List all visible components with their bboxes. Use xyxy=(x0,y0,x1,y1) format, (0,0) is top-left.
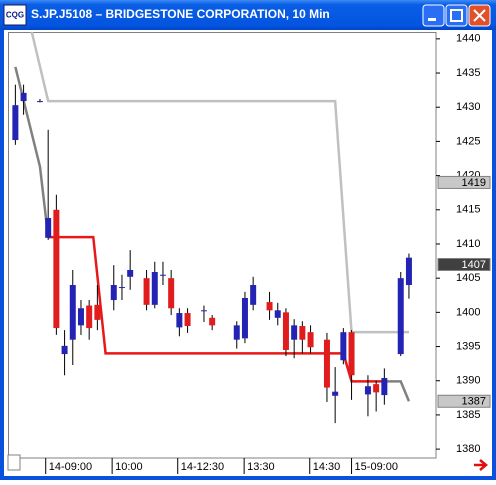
price-marker xyxy=(437,394,491,408)
candle-body xyxy=(364,386,371,395)
candle-body xyxy=(86,305,93,329)
candle-body xyxy=(110,285,117,301)
corner-box[interactable] xyxy=(7,454,21,471)
candle-body xyxy=(53,209,60,329)
candle-body xyxy=(143,278,150,305)
candle-body xyxy=(127,269,134,277)
candle-body xyxy=(77,308,84,326)
app-icon xyxy=(3,4,27,26)
maximize-button[interactable] xyxy=(445,4,468,27)
indicator-line xyxy=(48,235,385,383)
candle-body xyxy=(20,92,27,102)
candle-body xyxy=(200,310,207,312)
candle-body xyxy=(307,332,314,348)
y-tick-label: 1440 xyxy=(456,33,480,45)
app-icon-text: CQG xyxy=(6,11,24,20)
indicator-line xyxy=(384,380,411,402)
candle-body xyxy=(168,278,175,309)
indicator-line xyxy=(30,31,409,334)
scroll-arrow[interactable] xyxy=(474,459,488,471)
price-marker xyxy=(437,257,491,271)
candle-body xyxy=(209,317,216,326)
y-tick-label: 1405 xyxy=(456,272,480,284)
price-marker xyxy=(437,175,491,189)
y-tick-label: 1395 xyxy=(456,340,480,352)
candle-body xyxy=(184,313,191,327)
y-tick-label: 1425 xyxy=(456,135,480,147)
title-bar xyxy=(0,0,496,30)
price-marker-label: 1387 xyxy=(462,396,486,408)
candle-body xyxy=(282,312,289,350)
candle-body xyxy=(176,313,183,328)
candle-body xyxy=(45,217,52,238)
candle-body xyxy=(291,325,298,340)
x-tick-label: 14-12:30 xyxy=(181,461,224,473)
candle-body xyxy=(323,339,330,388)
candle-body xyxy=(332,391,339,396)
candle-body xyxy=(397,278,404,355)
candle-body xyxy=(405,257,412,286)
candle-body xyxy=(233,325,240,340)
candle-body xyxy=(340,332,347,361)
minimize-button[interactable] xyxy=(422,4,445,27)
x-tick-label: 14-09:00 xyxy=(49,461,92,473)
candle-body xyxy=(94,304,101,320)
candle-body xyxy=(118,287,125,289)
y-tick-label: 1415 xyxy=(456,204,480,216)
candle-body xyxy=(151,272,158,305)
y-tick-label: 1380 xyxy=(456,443,480,455)
candle-body xyxy=(250,285,257,305)
candle-body xyxy=(69,285,76,340)
indicator-line xyxy=(14,66,50,238)
candle-body xyxy=(274,310,281,318)
y-tick-label: 1390 xyxy=(456,375,480,387)
candle-body xyxy=(266,302,273,311)
window-title: S.JP.J5108 – BRIDGESTONE CORPORATION, 10… xyxy=(31,7,330,21)
plot-area xyxy=(8,32,437,459)
candle-body xyxy=(61,345,68,355)
y-tick-label: 1400 xyxy=(456,306,480,318)
y-tick-label: 1410 xyxy=(456,238,480,250)
candle-body xyxy=(159,274,166,276)
x-tick-label: 13:30 xyxy=(247,461,275,473)
price-marker-label: 1419 xyxy=(462,177,486,189)
x-tick-label: 10:00 xyxy=(115,461,143,473)
price-marker-label: 1407 xyxy=(462,259,486,271)
candle-body xyxy=(348,332,355,376)
close-button[interactable] xyxy=(468,4,491,27)
candle-body xyxy=(241,297,248,339)
y-tick-label: 1435 xyxy=(456,67,480,79)
x-tick-label: 14:30 xyxy=(313,461,341,473)
candle-body xyxy=(36,101,43,103)
candle-body xyxy=(299,326,306,340)
y-tick-label: 1385 xyxy=(456,409,480,421)
candle-body xyxy=(381,377,388,396)
candle-body xyxy=(12,105,19,141)
candle-body xyxy=(373,384,380,393)
x-tick-label: 15-09:00 xyxy=(355,461,398,473)
y-tick-label: 1430 xyxy=(456,101,480,113)
